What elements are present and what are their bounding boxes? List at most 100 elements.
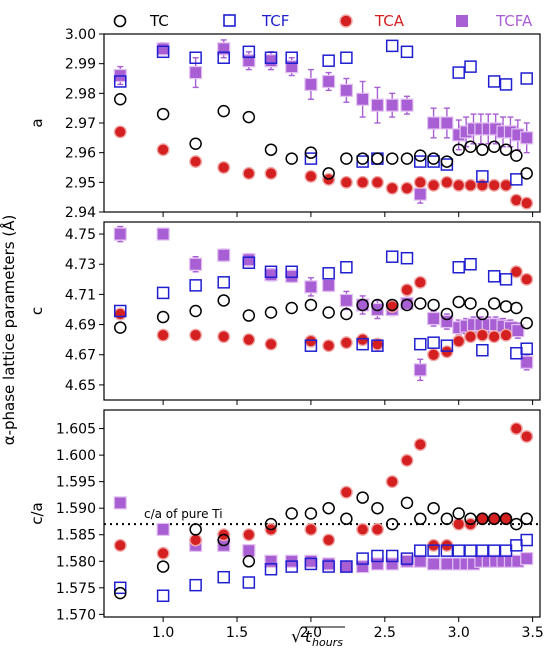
legend-label-tca: TCA (374, 12, 405, 30)
data-point (414, 512, 427, 526)
data-point (452, 517, 466, 531)
legend-marker-tcf (223, 14, 236, 27)
data-point (440, 339, 454, 352)
data-point (189, 523, 202, 536)
data-point (217, 160, 231, 174)
data-point (427, 348, 441, 362)
data-point (385, 557, 399, 571)
data-point (156, 589, 170, 603)
data-point (156, 42, 170, 56)
data-point (427, 336, 440, 349)
data-point (340, 560, 353, 573)
x-tick-label: 3.0 (448, 625, 470, 641)
y-tick-label: 2.96 (65, 146, 96, 162)
data-point (339, 559, 353, 574)
data-point (322, 501, 335, 515)
x-tick-label: 2.5 (374, 625, 396, 641)
data-point (217, 294, 230, 307)
data-point (440, 557, 454, 571)
y-tick-label: 1.580 (56, 554, 96, 570)
data-point (440, 512, 454, 526)
data-point (339, 485, 353, 499)
data-point (511, 324, 525, 338)
data-point (464, 297, 477, 310)
data-point (476, 544, 489, 557)
data-point (356, 522, 370, 536)
data-point (385, 475, 399, 489)
y-tick-label: 2.95 (65, 175, 96, 191)
series-tc (114, 93, 533, 180)
y-tick-label: 1.575 (56, 581, 96, 597)
data-point (487, 270, 501, 283)
data-point (217, 330, 231, 344)
series-tc (114, 491, 533, 600)
data-point (370, 557, 385, 571)
x-tick-label: 3.5 (521, 625, 543, 641)
data-point (400, 298, 414, 312)
data-point (156, 522, 170, 537)
data-point (217, 533, 230, 547)
data-point (400, 552, 414, 565)
data-point (242, 45, 256, 59)
data-point (304, 334, 318, 348)
data-point (400, 98, 414, 112)
data-point (156, 227, 170, 241)
data-point (322, 533, 336, 547)
data-point (189, 51, 202, 64)
data-point (242, 256, 256, 269)
data-point (464, 257, 477, 271)
data-point (356, 559, 370, 574)
data-point (520, 316, 533, 330)
data-point (242, 333, 256, 347)
data-point (440, 544, 454, 557)
data-point (339, 83, 353, 97)
data-point (426, 116, 441, 130)
data-point (452, 507, 465, 520)
data-point (414, 155, 427, 168)
data-point (356, 298, 369, 312)
data-point (356, 552, 369, 565)
data-point (217, 570, 230, 584)
data-point (217, 248, 231, 262)
y-tick-label: 1.605 (56, 422, 96, 438)
data-point (464, 544, 477, 557)
data-point (322, 339, 336, 353)
data-point (510, 149, 523, 162)
x-axis-label-base: t (305, 627, 312, 646)
data-point (156, 286, 170, 300)
data-point (499, 544, 513, 557)
data-point (476, 512, 489, 526)
x-axis-label-root: √ (291, 627, 302, 647)
data-point (304, 522, 318, 536)
data-point (322, 306, 335, 319)
data-point (356, 175, 370, 189)
data-point (285, 51, 298, 64)
data-point (476, 143, 489, 156)
pure-ti-annotation: c/a of pure Ti (144, 507, 223, 521)
data-point (113, 307, 127, 321)
data-point (400, 496, 414, 510)
data-point (340, 51, 353, 64)
data-point (217, 104, 230, 118)
data-point (189, 328, 203, 342)
series-tcf (114, 39, 533, 186)
data-point (520, 272, 534, 286)
data-point (156, 328, 170, 342)
data-point (499, 512, 513, 526)
data-point (413, 187, 427, 201)
panel-c-over-a: 1.570 1.575 1.580 1.585 1.590 1.595 1.600 1.605… (28, 409, 544, 641)
data-point (304, 280, 318, 294)
data-point (520, 552, 534, 566)
data-point (371, 549, 384, 563)
y-axis-label: c/a (28, 502, 46, 525)
data-point (189, 257, 203, 271)
x-axis-label-sub: hours (312, 636, 343, 649)
data-point (385, 517, 399, 531)
data-point (400, 152, 414, 165)
data-point (452, 334, 466, 348)
data-point (509, 422, 523, 436)
series-tcf (114, 533, 533, 603)
data-point (400, 45, 414, 59)
data-point (464, 330, 478, 344)
data-point (487, 297, 501, 310)
